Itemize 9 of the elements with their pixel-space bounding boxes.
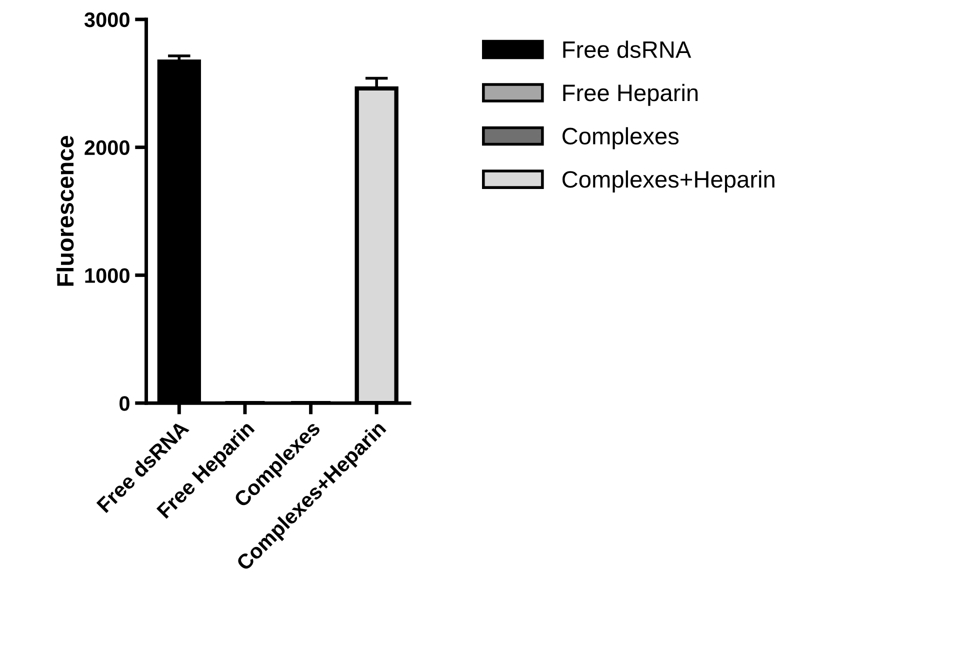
y-tick-label: 3000: [84, 12, 130, 28]
y-tick-label: 0: [120, 396, 130, 411]
legend-label: Free Heparin: [563, 84, 698, 106]
legend-label: Complexes+Heparin: [562, 170, 774, 192]
legend-label: Complexes: [562, 127, 679, 150]
y-tick-label: 1000: [85, 268, 130, 283]
y-axis-title: Fluorescence: [56, 136, 74, 286]
legend-label: Free dsRNA: [563, 40, 692, 58]
y-tick-label: 2000: [84, 140, 130, 156]
